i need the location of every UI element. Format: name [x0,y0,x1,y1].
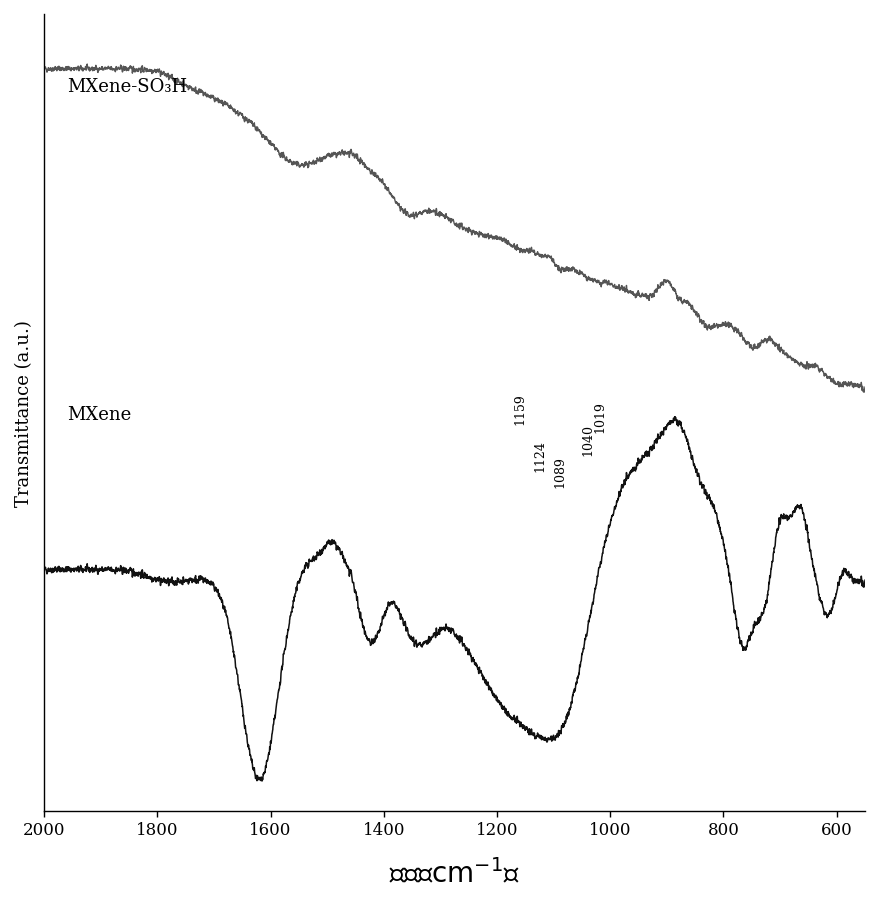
Text: MXene-SO₃H: MXene-SO₃H [67,78,187,96]
Text: 1159: 1159 [514,393,527,424]
Text: 1124: 1124 [533,440,546,471]
Text: 1019: 1019 [593,401,606,433]
Y-axis label: Transmittance (a.u.): Transmittance (a.u.) [15,320,33,507]
Text: MXene: MXene [67,405,131,424]
Text: 1089: 1089 [554,455,567,488]
Text: 1040: 1040 [581,424,594,456]
X-axis label: 波数（cm$^{-1}$）: 波数（cm$^{-1}$） [389,858,520,888]
